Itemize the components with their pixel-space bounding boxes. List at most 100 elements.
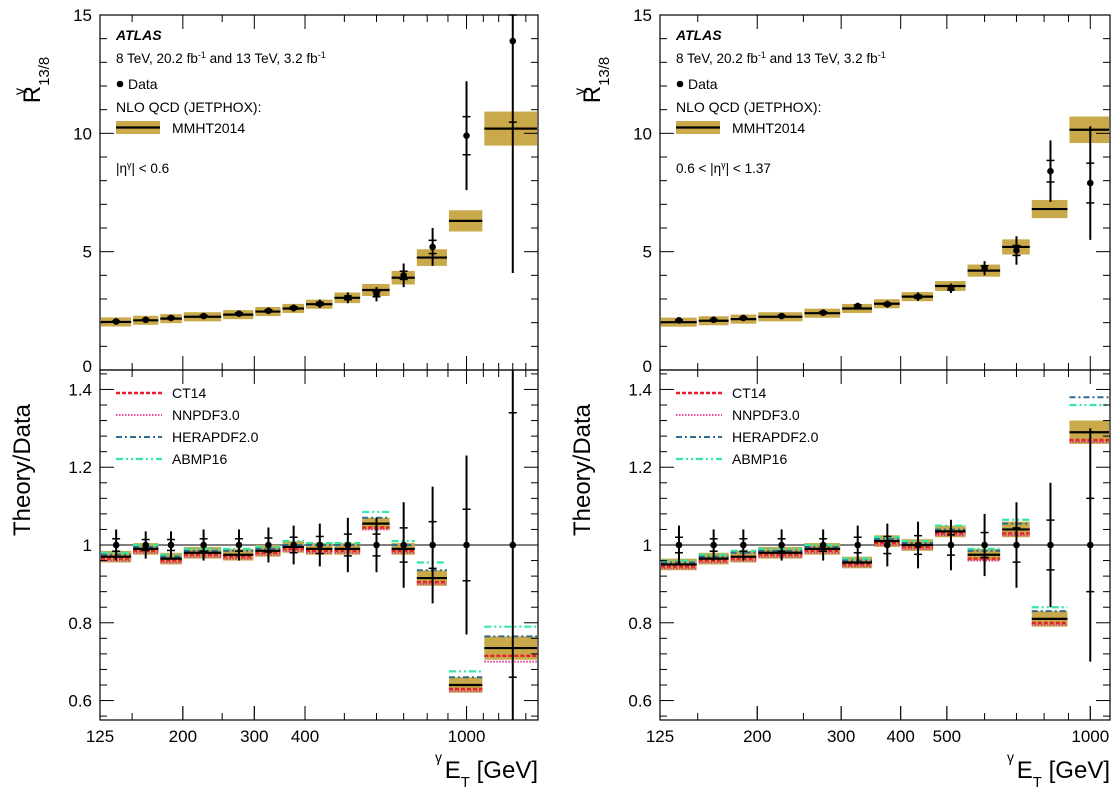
data-point [265, 307, 272, 315]
x-tick-label-part: 500 [933, 727, 961, 746]
ratio-data-point [710, 541, 717, 549]
ratio-data-point [429, 541, 436, 549]
legend-label-nnpdf30: NNPDF3.0 [172, 407, 240, 423]
luminosity-label: 8 TeV, 20.2 fb-1 and 13 TeV, 3.2 fb-1 [116, 50, 326, 66]
x-tick-label: 400 [291, 727, 319, 746]
y-tick-label: 10 [73, 124, 92, 143]
legend-data-label-part: Data [128, 76, 158, 92]
data-point [235, 310, 243, 317]
x-axis-label: ET [GeV] [1017, 757, 1110, 791]
ratio-data-point [1013, 541, 1020, 549]
ratio-data-point [142, 541, 150, 549]
y-tick-label-part: 5 [83, 243, 92, 262]
data-point [854, 302, 862, 310]
y-tick-label-part: 0.6 [68, 692, 92, 711]
x-tick-label-part: 1000 [448, 727, 486, 746]
data-point [142, 316, 150, 324]
legend-data-marker [116, 80, 124, 88]
x-tick-label: 125 [86, 727, 114, 746]
y-tick-label-part: 10 [633, 124, 652, 143]
y-tick-label-part: 0.6 [628, 692, 652, 711]
legend-label-herapdf20: HERAPDF2.0 [732, 429, 819, 445]
luminosity-label: 8 TeV, 20.2 fb-1 and 13 TeV, 3.2 fb-1 [676, 50, 886, 66]
legend-label-abmp16: ABMP16 [732, 451, 787, 467]
x-tick-label: 125 [646, 727, 674, 746]
ratio-data-point [373, 541, 380, 549]
data-point [429, 243, 436, 251]
x-axis-label-sup-part: γ [1007, 749, 1014, 765]
legend-label-ct14-part: CT14 [732, 385, 766, 401]
y-axis-label-bottom-part: Theory/Data [9, 403, 36, 536]
ratio-data-point [947, 541, 955, 549]
data-point [373, 290, 380, 298]
x-tick-label: 300 [827, 727, 855, 746]
ratio-data-point [265, 541, 272, 549]
ratio-data-point [884, 541, 891, 549]
data-point [778, 312, 785, 320]
luminosity-label-part: -1 [318, 50, 326, 60]
x-tick-label-part: 200 [743, 727, 771, 746]
x-tick-label-part: 200 [169, 727, 197, 746]
luminosity-label-part: -1 [878, 50, 886, 60]
ratio-data-point [778, 541, 785, 549]
luminosity-label-part: 8 TeV, 20.2 fb [116, 51, 198, 66]
ratio-data-point [316, 541, 324, 549]
x-axis-label-part: T [461, 774, 470, 791]
data-point [914, 293, 922, 300]
y-tick-label: 0 [83, 357, 92, 376]
y-tick-label-part: 15 [633, 6, 652, 25]
y-axis-label-top-sup-part: γ [11, 88, 27, 95]
legend-data-label-part: Data [688, 76, 718, 92]
y-axis-label-top-part: 13/8 [36, 57, 53, 86]
eta-region-label-part: |η [116, 161, 127, 176]
x-axis-label: ET [GeV] [445, 757, 538, 791]
y-axis-label-top-part: R [19, 86, 46, 103]
y-axis-label-top-part: R [579, 86, 606, 103]
data-point [509, 37, 517, 45]
data-point [1013, 247, 1020, 254]
ratio-data-point [1047, 541, 1054, 549]
x-tick-label-part: 125 [646, 727, 674, 746]
y-tick-label-part: 5 [643, 243, 652, 262]
data-point [884, 300, 891, 308]
legend-label-nnpdf30-part: NNPDF3.0 [732, 407, 800, 423]
x-axis-label-sup: γ [435, 749, 442, 765]
y-axis-label-top-part: 13/8 [596, 57, 613, 86]
y-tick-label: 1.2 [628, 458, 652, 477]
legend-label-ct14: CT14 [732, 385, 766, 401]
data-point [290, 304, 297, 312]
y-tick-label-part: 1.2 [628, 458, 652, 477]
legend-label-herapdf20: HERAPDF2.0 [172, 429, 259, 445]
legend-nlo-label: NLO QCD (JETPHOX): [676, 99, 821, 115]
data-point [167, 314, 175, 322]
ratio-data-point [914, 541, 922, 549]
legend-nlo-label: NLO QCD (JETPHOX): [116, 99, 261, 115]
eta-region-label-part: | < 1.37 [726, 161, 771, 176]
y-tick-label-part: 1 [83, 536, 92, 555]
eta-region-label-part: | < 0.6 [132, 161, 170, 176]
x-axis-label-part: E [445, 757, 461, 784]
ratio-data-point [400, 541, 407, 549]
data-point [710, 316, 717, 324]
x-tick-label: 1000 [448, 727, 486, 746]
x-axis-label-part: E [1017, 757, 1033, 784]
ratio-data-point [981, 541, 988, 549]
x-axis-label-part: [GeV] [1042, 757, 1110, 784]
experiment-label-part: ATLAS [115, 27, 162, 43]
ratio-data-point [290, 541, 297, 549]
legend-nlo-label-part: NLO QCD (JETPHOX): [676, 99, 821, 115]
ratio-data-point [235, 541, 243, 549]
luminosity-label-part: -1 [198, 50, 206, 60]
y-tick-label-part: 1.4 [68, 380, 92, 399]
x-tick-label-part: 400 [291, 727, 319, 746]
legend-label-ct14-part: CT14 [172, 385, 206, 401]
y-tick-label: 1 [643, 536, 652, 555]
data-point [1047, 167, 1054, 175]
x-tick-label: 300 [240, 727, 268, 746]
x-axis-label-sup-part: γ [435, 749, 442, 765]
experiment-label: ATLAS [675, 27, 722, 43]
y-axis-label-top-sup: γ [11, 88, 27, 95]
x-axis-label-sup: γ [1007, 749, 1014, 765]
